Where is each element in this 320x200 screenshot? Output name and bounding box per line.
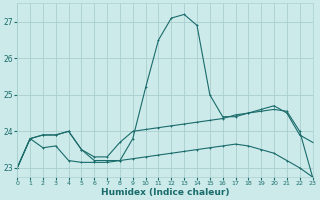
X-axis label: Humidex (Indice chaleur): Humidex (Indice chaleur) [101,188,229,197]
